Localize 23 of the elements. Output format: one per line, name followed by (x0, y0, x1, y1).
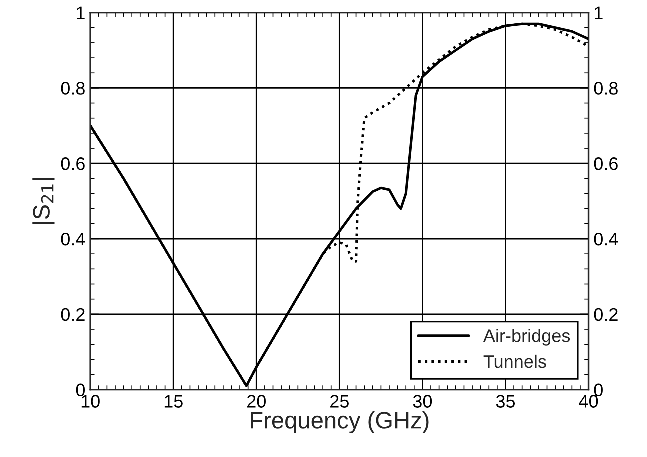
x-tick-label: 25 (330, 395, 349, 408)
legend-label: Tunnels (484, 354, 546, 368)
y2-tick-label: 0 (594, 384, 603, 397)
y-tick-label: 0 (76, 384, 86, 397)
x-tick-label: 10 (82, 395, 100, 408)
y-tick-label: 1 (77, 6, 85, 20)
y-tick-label: 0.8 (61, 82, 85, 95)
y2-tick-label: 0.6 (594, 158, 618, 170)
x-tick-label: 15 (164, 395, 183, 408)
y-tick-label: 0.4 (61, 232, 86, 246)
x-tick-label: 40 (579, 395, 598, 408)
y-tick-label: 0.2 (61, 308, 85, 322)
legend-label: Air-bridges (483, 329, 570, 346)
y2-tick-label: 0.4 (594, 232, 618, 246)
x-tick-label: 20 (248, 395, 266, 408)
x-tick-label: 35 (496, 395, 516, 408)
y-tick-label: 0.6 (61, 158, 85, 170)
x-axis-title: Frequency (GHz) (251, 412, 429, 434)
y2-tick-label: 0.2 (594, 308, 618, 322)
y-axis-title: |S$_{21}$| (32, 178, 55, 224)
y2-tick-label: 1 (595, 6, 603, 20)
y2-tick-label: 0.8 (594, 82, 618, 95)
x-tick-label: 30 (413, 395, 432, 408)
